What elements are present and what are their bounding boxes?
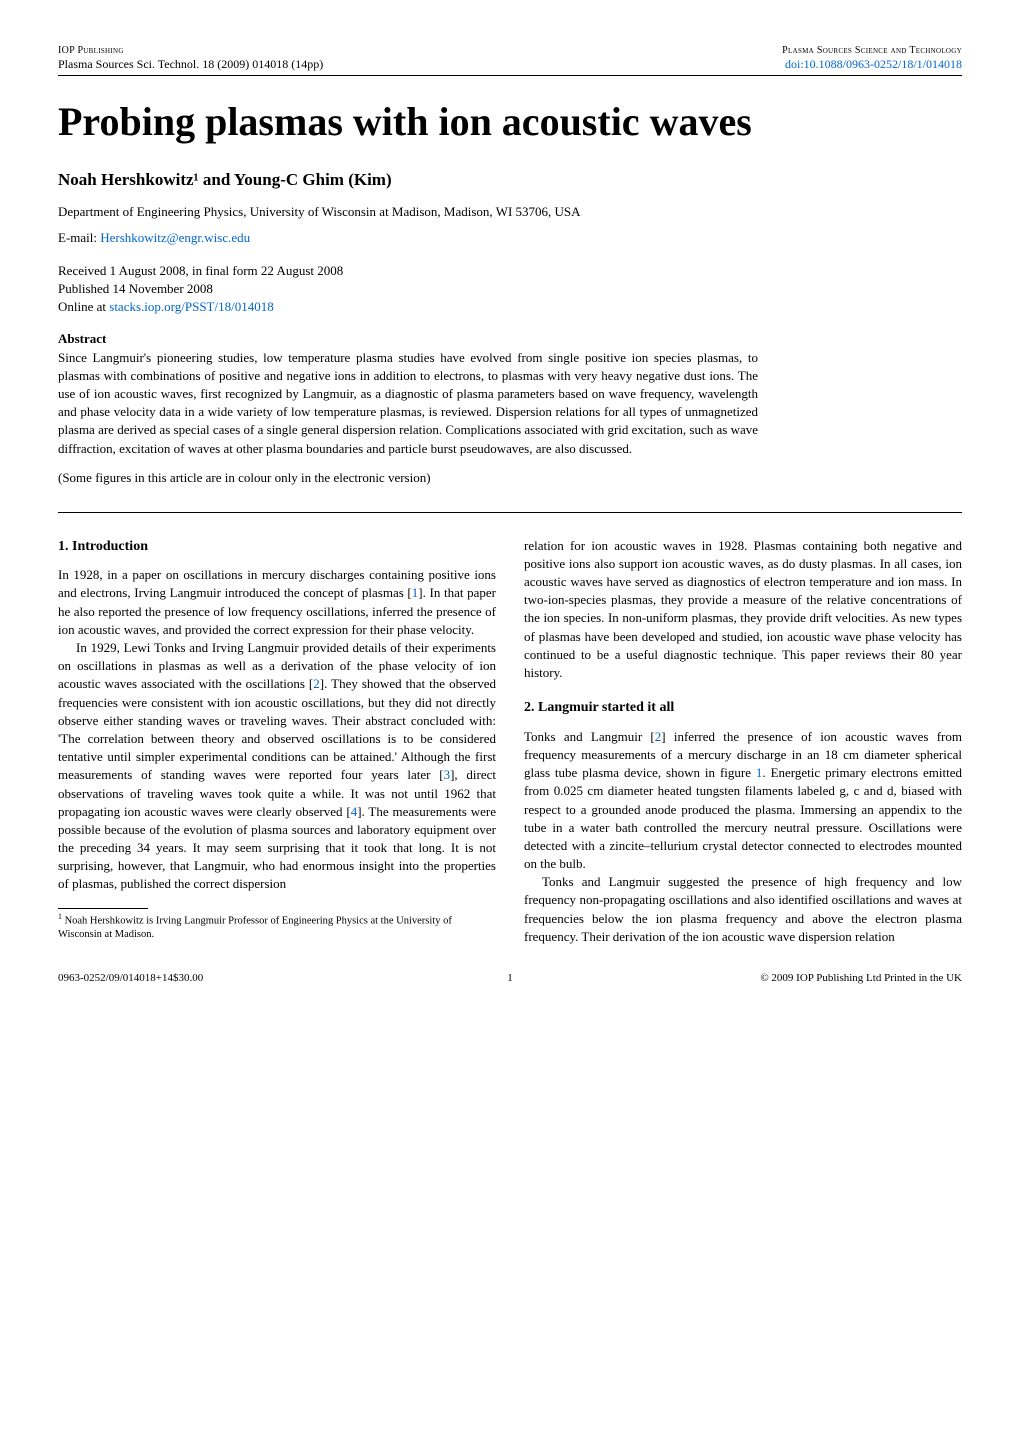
authors-line: Noah Hershkowitz¹ and Young-C Ghim (Kim)	[58, 170, 962, 190]
section-heading-intro: 1. Introduction	[58, 537, 496, 557]
citation-header: Plasma Sources Sci. Technol. 18 (2009) 0…	[58, 57, 962, 76]
doi-link[interactable]: doi:10.1088/0963-0252/18/1/014018	[785, 57, 962, 72]
online-label: Online at	[58, 299, 109, 314]
section-divider	[58, 512, 962, 513]
intro-para-1: In 1928, in a paper on oscillations in m…	[58, 566, 496, 639]
email-link[interactable]: Hershkowitz@engr.wisc.edu	[100, 230, 250, 245]
journal-name: Plasma Sources Science and Technology	[782, 45, 962, 56]
langmuir-para-2: Tonks and Langmuir suggested the presenc…	[524, 873, 962, 946]
abstract-note: (Some figures in this article are in col…	[58, 470, 758, 486]
footer-left: 0963-0252/09/014018+14$30.00	[58, 972, 203, 984]
intro-para-2: In 1929, Lewi Tonks and Irving Langmuir …	[58, 639, 496, 894]
citation-text: Plasma Sources Sci. Technol. 18 (2009) 0…	[58, 57, 323, 72]
left-column: 1. Introduction In 1928, in a paper on o…	[58, 537, 496, 946]
email-line: E-mail: Hershkowitz@engr.wisc.edu	[58, 230, 962, 246]
abstract-heading: Abstract	[58, 331, 962, 347]
publisher-header: IOP Publishing Plasma Sources Science an…	[58, 45, 962, 56]
footnote-text: Noah Hershkowitz is Irving Langmuir Prof…	[58, 915, 452, 940]
footnote-rule	[58, 908, 148, 909]
section-heading-langmuir: 2. Langmuir started it all	[524, 698, 962, 718]
footer-right: © 2009 IOP Publishing Ltd Printed in the…	[760, 972, 962, 984]
online-line: Online at stacks.iop.org/PSST/18/014018	[58, 298, 962, 316]
langmuir-para-1: Tonks and Langmuir [2] inferred the pres…	[524, 728, 962, 874]
page-footer: 0963-0252/09/014018+14$30.00 1 © 2009 IO…	[58, 972, 962, 984]
received-date: Received 1 August 2008, in final form 22…	[58, 262, 962, 280]
publication-dates: Received 1 August 2008, in final form 22…	[58, 262, 962, 317]
right-column: relation for ion acoustic waves in 1928.…	[524, 537, 962, 946]
body-columns: 1. Introduction In 1928, in a paper on o…	[58, 537, 962, 946]
footer-page-number: 1	[507, 972, 513, 984]
publisher-name: IOP Publishing	[58, 45, 124, 56]
online-link[interactable]: stacks.iop.org/PSST/18/014018	[109, 299, 273, 314]
article-title: Probing plasmas with ion acoustic waves	[58, 100, 962, 144]
affiliation: Department of Engineering Physics, Unive…	[58, 204, 962, 220]
published-date: Published 14 November 2008	[58, 280, 962, 298]
intro-para-2-cont: relation for ion acoustic waves in 1928.…	[524, 537, 962, 683]
abstract-text: Since Langmuir's pioneering studies, low…	[58, 349, 758, 458]
email-label: E-mail:	[58, 230, 100, 245]
footnote: 1 Noah Hershkowitz is Irving Langmuir Pr…	[58, 912, 496, 942]
